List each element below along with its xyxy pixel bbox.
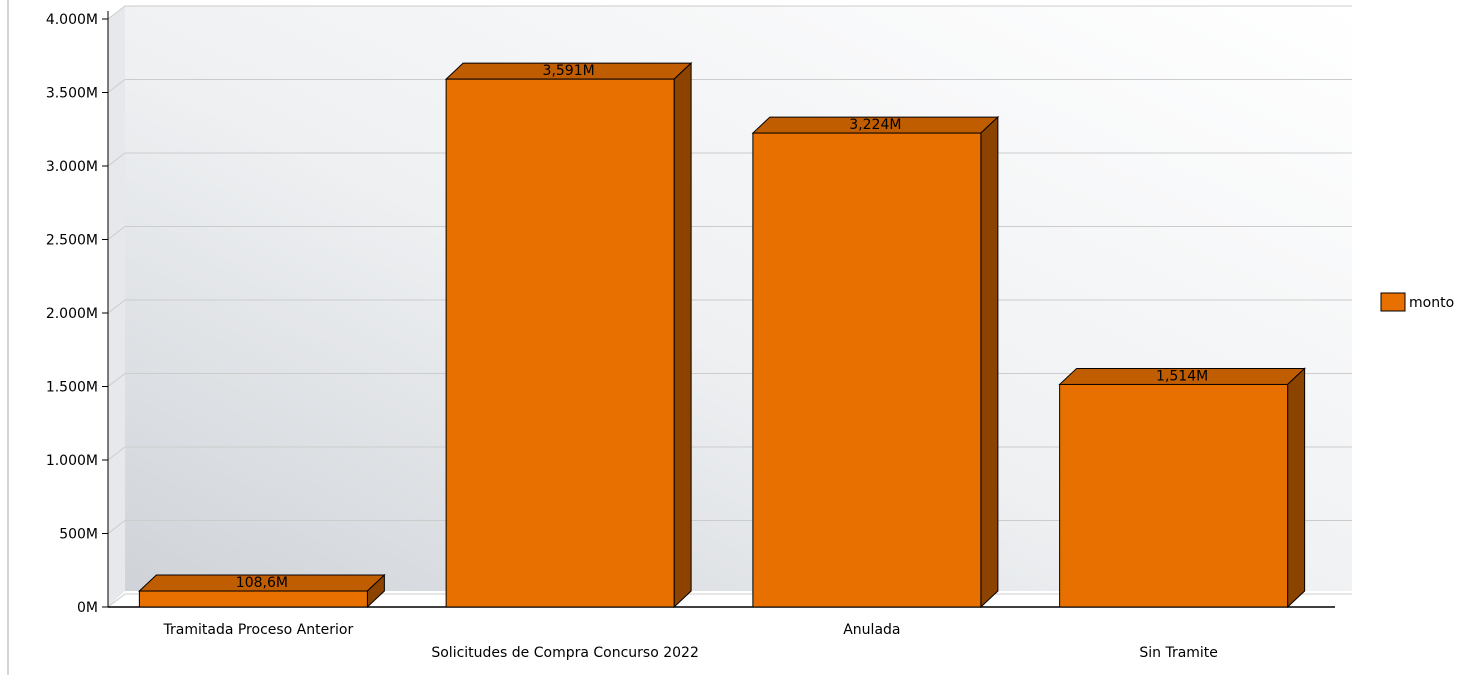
y-tick-label: 2.500M (46, 233, 98, 249)
data-label: 3,591M (543, 63, 595, 79)
x-category-label: Tramitada Proceso Anterior (163, 622, 354, 638)
data-label: 3,224M (849, 117, 901, 133)
bar (751, 115, 1000, 609)
category-labels: Tramitada Proceso Anterior Solicitudes de… (163, 622, 1218, 661)
legend: monto (1380, 292, 1454, 312)
bar-side-face (980, 115, 999, 609)
y-tick-label: 3.500M (46, 86, 98, 102)
y-tick-label: 1.000M (46, 453, 98, 469)
bar-front-face (138, 590, 368, 608)
bar-front-face (752, 132, 982, 608)
bar-front-face (445, 78, 675, 608)
bar-side-face (673, 61, 692, 609)
data-label: 1,514M (1156, 368, 1208, 384)
y-tick-label: 500M (59, 527, 98, 543)
y-tick-label: 0M (77, 600, 98, 616)
x-category-label: Sin Tramite (1139, 645, 1218, 661)
y-tick-label: 1.500M (46, 380, 98, 396)
bar (138, 573, 386, 609)
bar (1058, 367, 1306, 609)
bar (444, 61, 693, 609)
bar-side-face (1287, 367, 1306, 609)
x-category-label: Anulada (843, 622, 900, 638)
data-labels: 108,6M 3,591M 3,224M 1,514M (236, 63, 1208, 591)
legend-swatch-monto (1380, 292, 1406, 312)
y-tick-label: 4.000M (46, 12, 98, 28)
legend-label-monto: monto (1409, 295, 1454, 311)
bar-front-face (1059, 383, 1289, 608)
gridline (107, 79, 1352, 93)
x-category-label: Solicitudes de Compra Concurso 2022 (431, 645, 699, 661)
bars (138, 61, 1306, 609)
gridline (107, 5, 1352, 20)
y-tick-label: 2.000M (46, 306, 98, 322)
y-tick-label: 3.000M (46, 159, 98, 175)
data-label: 108,6M (236, 575, 288, 591)
